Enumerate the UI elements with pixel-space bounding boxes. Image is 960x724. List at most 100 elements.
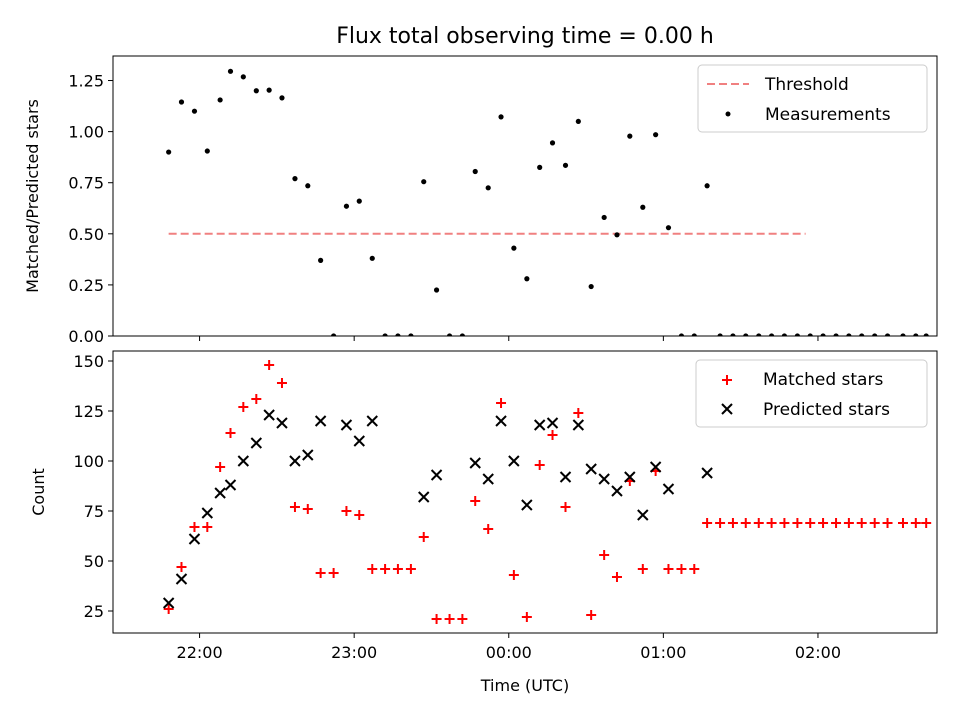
predicted-star-point [201,507,214,519]
y-tick-label: 25 [84,602,104,621]
matched-star-point [818,518,829,528]
matched-star-point [547,430,558,440]
legend-label-predicted: Predicted stars [763,400,890,420]
predicted-star-point [637,509,649,521]
predicted-star-point [276,417,288,429]
matched-star-point [202,522,213,532]
measurement-point [900,333,906,336]
measurement-point [511,245,517,251]
measurement-point [433,287,440,293]
x-axis-label: Time (UTC) [480,676,569,695]
measurement-point [833,333,839,336]
measurement-point [913,333,919,336]
matched-star-point [521,612,532,622]
measurement-point [524,276,530,282]
measurements-legend-marker [725,111,731,117]
predicted-star-point [418,491,430,503]
measurement-point [498,114,504,120]
count-y-ticks: 25 50 75 100 125 150 [73,352,113,621]
matched-star-point [380,564,391,574]
predicted-star-point [224,479,237,491]
matched-star-point [251,394,262,404]
measurement-point [343,203,350,209]
predicted-star-point [314,415,327,427]
measurement-point [807,333,813,336]
predicted-star-point [495,415,507,427]
measurement-point [472,168,478,175]
measurement-point [884,333,891,336]
matched-star-point [689,564,700,574]
matched-star-point [508,570,519,580]
y-tick-label: 50 [84,552,104,571]
count-axes-frame [112,350,938,634]
measurement-point [846,333,852,336]
y-tick-label: 150 [73,352,104,371]
matched-star-point [392,564,403,574]
predicted-star-point [263,409,275,421]
predicted-star-point [353,435,365,447]
matched-star-point [289,502,300,512]
measurement-point [395,333,401,336]
predicted-star-point [624,471,636,483]
matched-star-point [163,604,174,614]
matched-star-point [431,614,442,624]
measurement-point [627,133,633,139]
measurement-point [485,185,491,191]
predicted-star-point [546,417,559,429]
y-tick-label: 1.00 [68,123,104,142]
measurement-point [266,87,272,93]
matched-star-point [444,614,455,624]
predicted-star-point [649,461,662,473]
predicted-star-point [701,467,713,479]
measurement-point [562,162,569,168]
predicted-star-point [302,449,314,461]
matched-star-point [176,562,187,572]
matched-star-point [225,428,236,438]
y-tick-label: 1.25 [68,72,104,91]
matched-star-point [302,504,313,514]
y-axis-label-ratio: Matched/Predicted stars [23,99,42,293]
ratio-plot-area [166,68,929,336]
ratio-panel: Flux total observing time = 0.00 h Match… [23,24,938,346]
matched-star-point [831,518,842,528]
x-tick-label: 22:00 [177,643,223,662]
measurement-point [820,333,826,336]
measurement-point [459,333,465,336]
measurement-point [382,333,388,336]
measurement-point [730,333,736,336]
y-tick-label: 125 [73,402,104,421]
predicted-star-point [662,483,675,495]
matched-star-point [483,524,494,534]
measurement-point [446,333,453,336]
matched-star-point [470,496,481,506]
measurement-point [717,333,723,336]
measurement-point [204,148,210,154]
matched-legend-marker [722,375,732,385]
matched-star-point [702,518,713,528]
measurement-point [768,333,775,336]
predicted-star-point [559,471,572,483]
measurement-point [653,132,659,138]
matched-star-point [869,518,880,528]
predicted-star-point [469,457,481,469]
y-axis-label-count: Count [29,468,48,516]
matched-star-point [727,518,738,528]
measurement-point [640,204,646,210]
count-x-ticks: 22:00 23:00 00:00 01:00 02:00 [177,633,841,662]
matched-star-point [637,564,648,574]
measurement-point [743,333,749,336]
measurement-point [331,333,337,336]
matched-star-point [792,518,803,528]
matched-star-point [753,518,764,528]
matched-star-point [897,518,908,528]
predicted-star-point [188,533,201,545]
predicted-star-point [430,469,443,481]
matched-star-point [573,408,584,418]
matched-star-point [663,564,674,574]
matched-star-point [740,518,751,528]
measurement-point [691,333,697,336]
y-tick-label: 0.75 [68,174,104,193]
matched-star-point [457,614,468,624]
measurement-point [369,255,375,261]
